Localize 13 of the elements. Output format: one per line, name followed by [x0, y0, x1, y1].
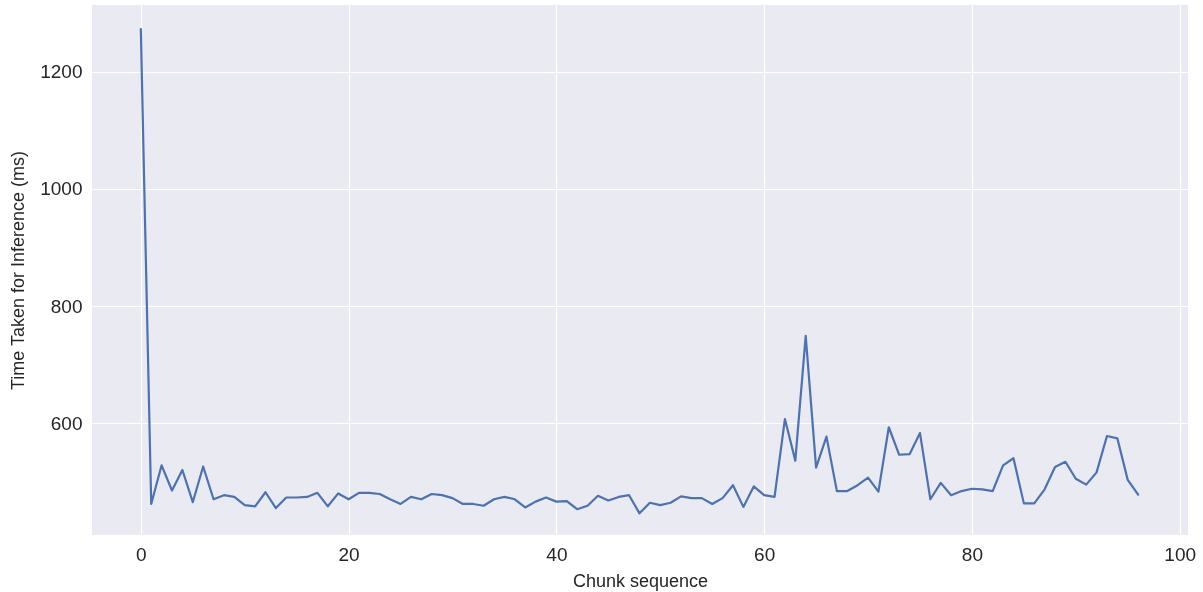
y-tick-label: 1200 — [40, 61, 83, 83]
y-axis-title: Time Taken for Inference (ms) — [8, 150, 29, 391]
x-tick-label: 0 — [136, 543, 147, 565]
x-tick-label: 80 — [961, 543, 983, 565]
x-tick-label: 100 — [1164, 543, 1197, 565]
y-tick-label: 800 — [50, 295, 83, 317]
x-axis-title: Chunk sequence — [572, 570, 709, 591]
x-tick-label: 60 — [754, 543, 776, 565]
x-tick-label: 40 — [546, 543, 568, 565]
y-tick-label: 600 — [50, 412, 83, 434]
line-series — [139, 27, 1140, 515]
x-tick-label: 20 — [338, 543, 360, 565]
y-tick-label: 1000 — [40, 178, 83, 200]
